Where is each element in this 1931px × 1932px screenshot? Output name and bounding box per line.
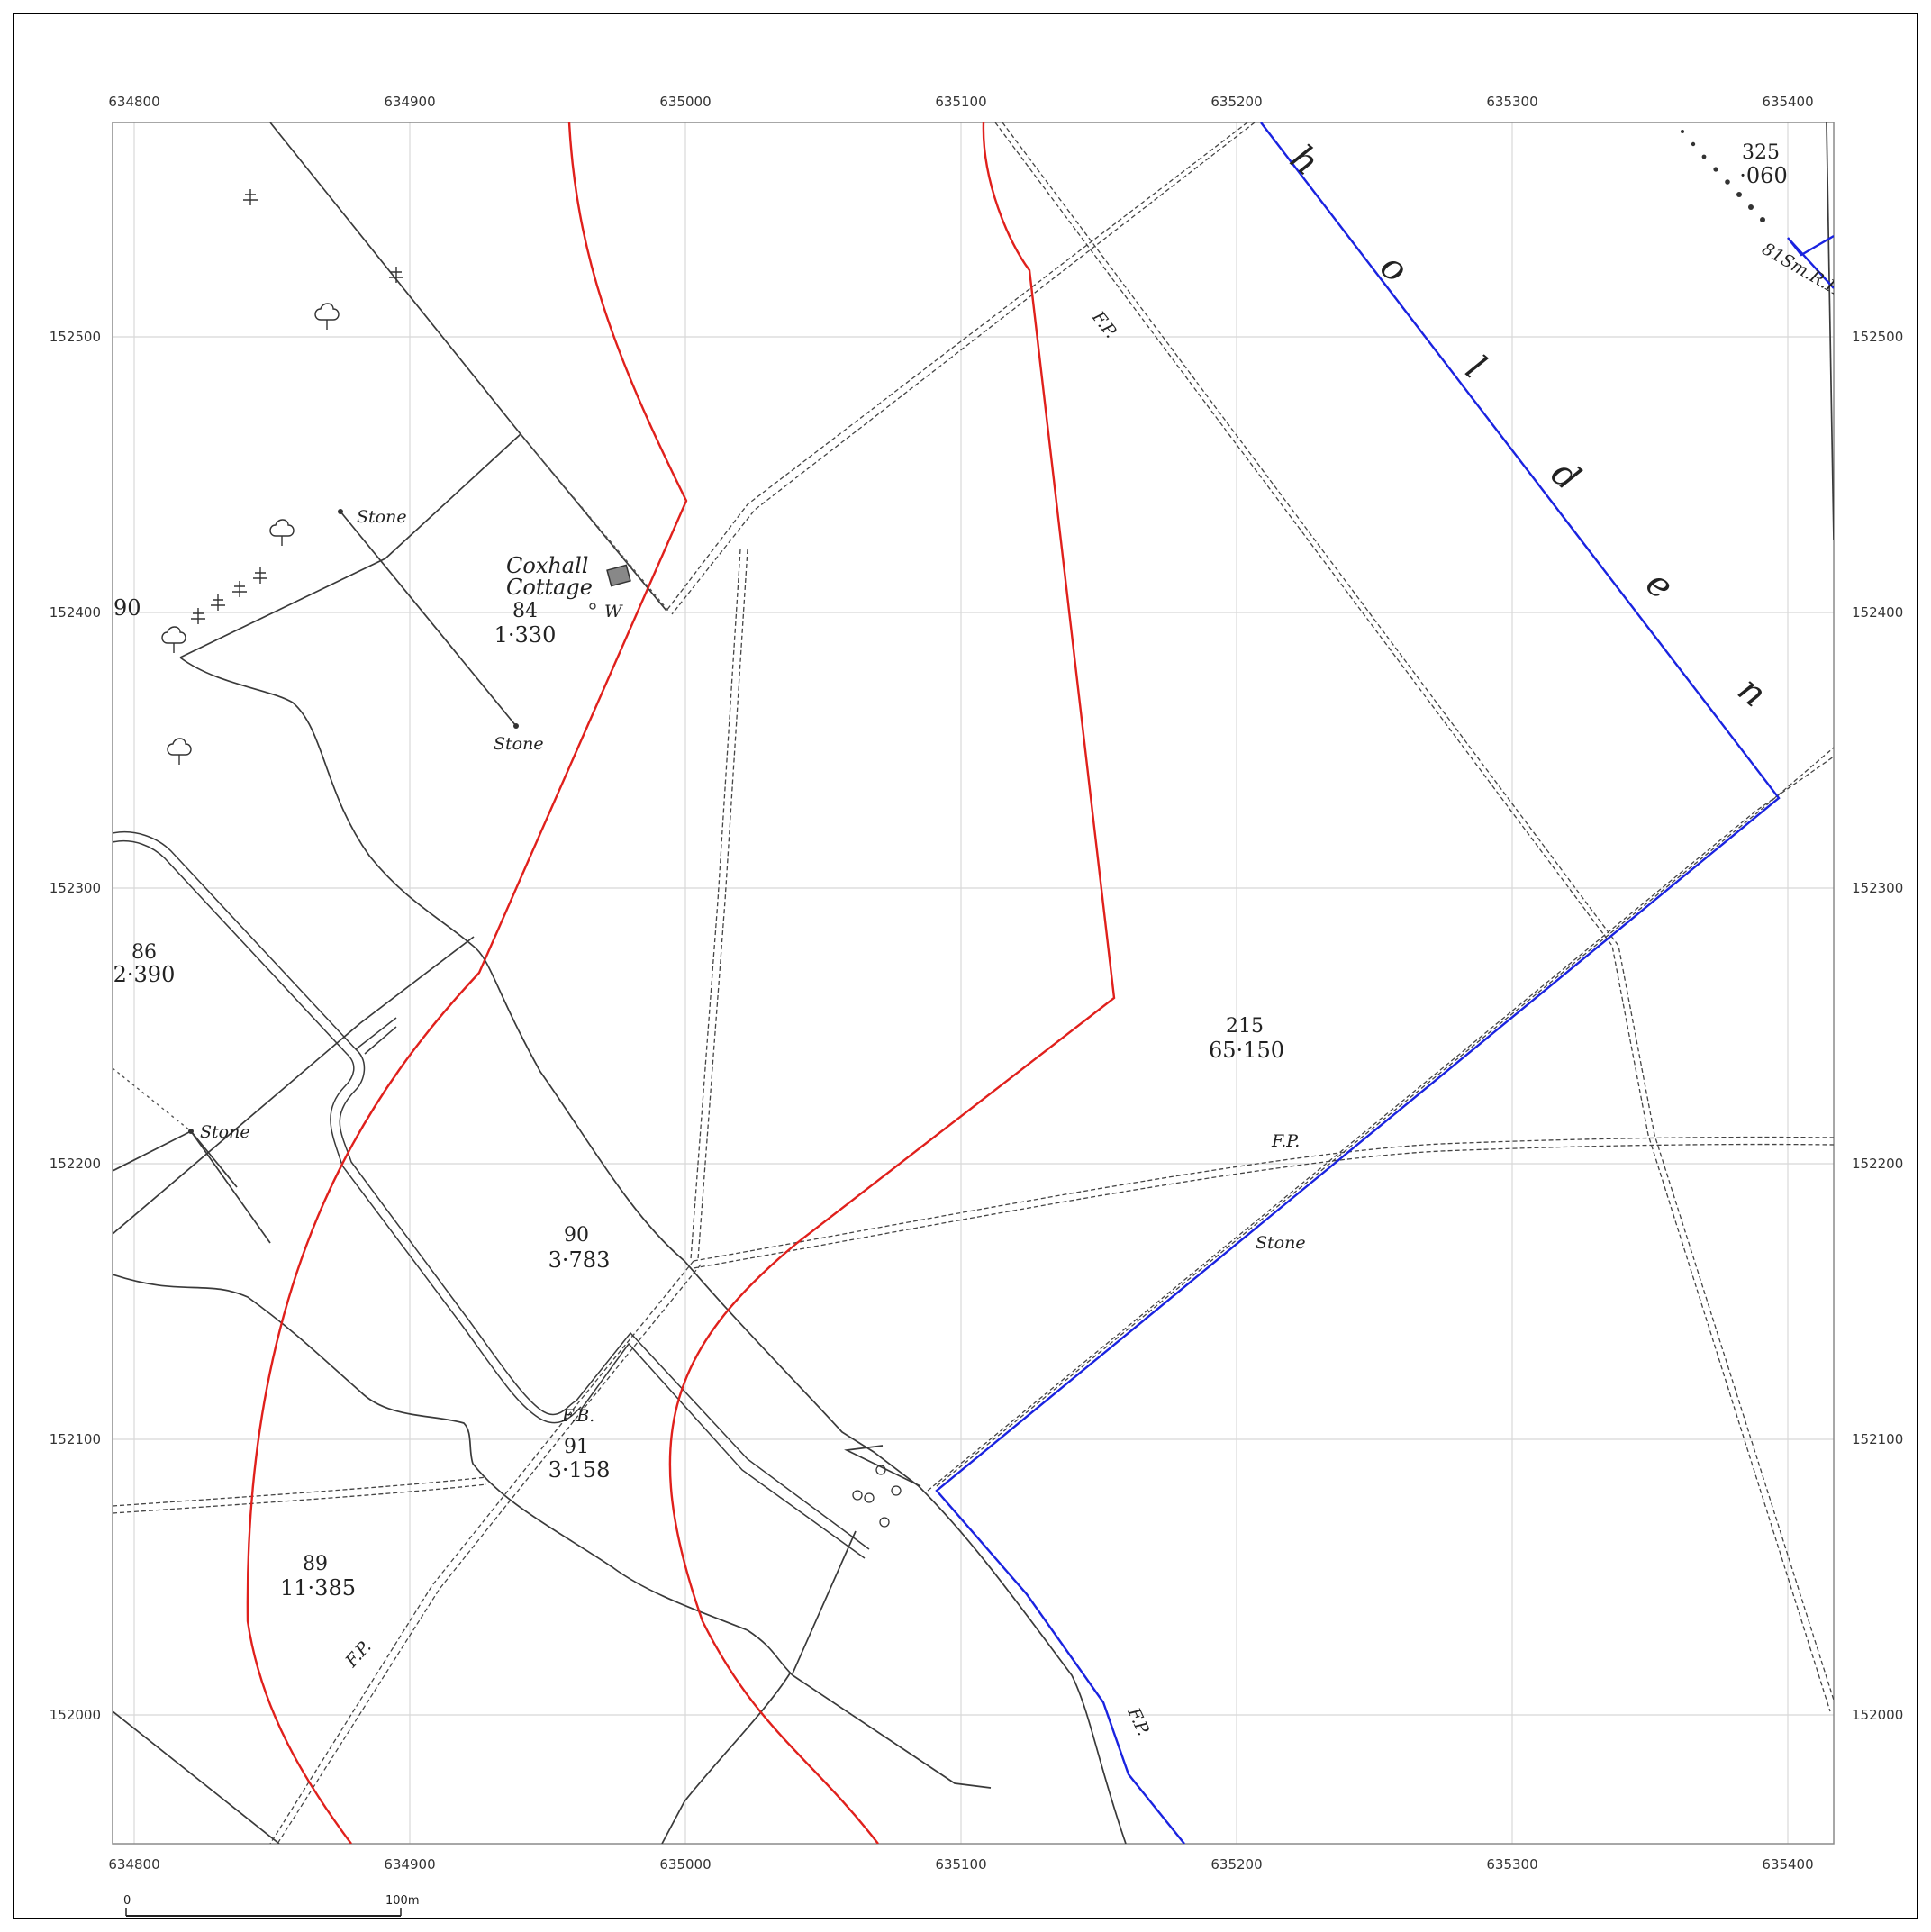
x-axis-top: 634800 634900 635000 635100 635200 63530…: [108, 94, 1813, 110]
x-tick-label: 635200: [1210, 94, 1262, 110]
blue-boundary: [935, 122, 1834, 1844]
lanes: [113, 831, 870, 1559]
grid-lines: [113, 122, 1834, 1844]
stone-marker: [513, 723, 519, 729]
coxhall-cottage-building: [606, 564, 631, 587]
y-axis-right: 152500 152400 152300 152200 152100 15200…: [1852, 329, 1903, 1723]
stone-label: Stone: [200, 1122, 250, 1142]
stone-label: Stone: [1256, 1233, 1306, 1253]
parcel-215: 215 65·150: [1209, 1015, 1284, 1063]
holden-letter: e: [1638, 562, 1682, 607]
y-tick-label: 152000: [1852, 1707, 1903, 1723]
edge-label-90: 90: [113, 595, 141, 621]
deciduous-tree-icons: [161, 303, 340, 765]
x-tick-label: 635400: [1762, 94, 1813, 110]
parcel-area: ·060: [1739, 163, 1787, 188]
conifer-tree-icons: [191, 189, 403, 624]
stone-label: Stone: [357, 507, 407, 527]
y-tick-label: 152300: [1852, 880, 1903, 896]
x-tick-label: 635400: [1762, 1856, 1813, 1873]
footpath-label: F.P.: [1123, 1704, 1154, 1739]
map-border: [112, 122, 1835, 1845]
x-tick-label: 634900: [384, 94, 435, 110]
footpath-label: F.P.: [341, 1637, 376, 1672]
stone-marker: [188, 1129, 194, 1134]
red-boundary: [246, 122, 1116, 1844]
y-tick-label: 152200: [50, 1156, 101, 1172]
holden-letter: h: [1283, 137, 1327, 184]
holden-letter: d: [1544, 452, 1588, 499]
parcel-id: 91: [564, 1436, 589, 1458]
parcel-325: 325 ·060: [1739, 141, 1787, 188]
x-tick-label: 635200: [1210, 1856, 1262, 1873]
holden-letter: o: [1373, 245, 1416, 291]
well-marker: [589, 603, 596, 610]
benchmark-label: 81Sm.R.H.: [1759, 239, 1850, 303]
x-tick-label: 635000: [659, 94, 711, 110]
y-tick-label: 152100: [1852, 1431, 1903, 1447]
y-tick-label: 152100: [50, 1431, 101, 1447]
scale-end-label: 100m: [385, 1894, 419, 1908]
x-tick-label: 634900: [384, 1856, 435, 1873]
parcel-area: 3·783: [548, 1247, 611, 1273]
parcel-id: 84: [512, 600, 538, 622]
x-tick-label: 635300: [1486, 94, 1537, 110]
y-tick-label: 152200: [1852, 1156, 1903, 1172]
y-tick-label: 152400: [50, 604, 101, 621]
parcel-id: 215: [1226, 1015, 1264, 1038]
y-tick-label: 152300: [50, 880, 101, 896]
parcel-area: 1·330: [494, 622, 557, 648]
footpaths: [113, 122, 1834, 1844]
dotted-bm-line: [1681, 130, 1765, 222]
orchard-icons: [852, 1465, 902, 1528]
x-tick-label: 635300: [1486, 1856, 1537, 1873]
y-tick-label: 152500: [1852, 329, 1903, 345]
parcel-id: 90: [564, 1224, 589, 1247]
x-tick-label: 635100: [935, 1856, 986, 1873]
x-tick-label: 634800: [108, 1856, 159, 1873]
x-tick-label: 634800: [108, 94, 159, 110]
map-frame: [13, 13, 1918, 1919]
holden-label: h o l d e n: [1283, 137, 1774, 715]
holden-letter: l: [1458, 348, 1493, 386]
parcel-90: 90 3·783: [548, 1224, 611, 1273]
footpath-label: F.P.: [1271, 1131, 1300, 1151]
scale-start-label: 0: [123, 1894, 131, 1908]
scale-bar: 0 100m: [123, 1894, 419, 1917]
stone-label: Stone: [494, 734, 544, 754]
x-axis-bottom: 634800 634900 635000 635100 635200 63530…: [108, 1856, 1813, 1873]
parcel-91: 91 3·158: [548, 1436, 611, 1483]
parcel-84: 84 1·330: [494, 600, 557, 648]
y-tick-label: 152500: [50, 329, 101, 345]
y-tick-label: 152000: [50, 1707, 101, 1723]
parcel-area: 65·150: [1209, 1038, 1284, 1063]
x-tick-label: 635000: [659, 1856, 711, 1873]
cottage-label: Cottage: [506, 575, 593, 600]
parcel-89: 89 11·385: [280, 1553, 356, 1601]
parcel-id: 325: [1742, 141, 1780, 164]
x-tick-label: 635100: [935, 94, 986, 110]
well-label: W: [604, 602, 623, 621]
parcel-86: 86 2·390: [113, 941, 176, 987]
parcel-id: 89: [303, 1553, 328, 1575]
footbridge-label: F.B.: [561, 1406, 594, 1426]
holden-letter: n: [1730, 668, 1774, 715]
parcel-id: 86: [131, 941, 157, 964]
parcel-area: 2·390: [113, 962, 176, 987]
parcel-area: 3·158: [548, 1457, 611, 1483]
dotted-boundaries: [113, 433, 669, 1132]
field-boundaries: [113, 122, 1834, 1844]
y-axis-left: 152500 152400 152300 152200 152100 15200…: [50, 329, 101, 1723]
parcel-area: 11·385: [280, 1575, 356, 1601]
stone-marker: [338, 509, 343, 514]
y-tick-label: 152400: [1852, 604, 1903, 621]
coxhall-label: Coxhall: [506, 553, 588, 578]
